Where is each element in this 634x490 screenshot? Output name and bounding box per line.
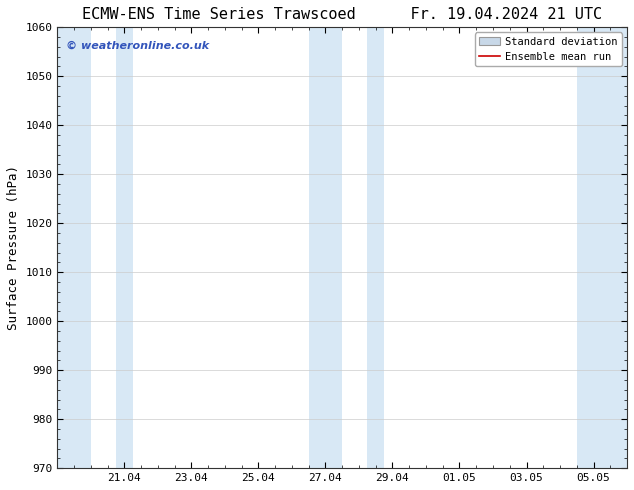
Y-axis label: Surface Pressure (hPa): Surface Pressure (hPa): [7, 165, 20, 330]
Text: © weatheronline.co.uk: © weatheronline.co.uk: [66, 41, 209, 50]
Bar: [57, 27, 91, 468]
Legend: Standard deviation, Ensemble mean run: Standard deviation, Ensemble mean run: [475, 32, 622, 66]
Bar: [367, 27, 384, 468]
Bar: [577, 27, 627, 468]
Bar: [309, 27, 342, 468]
Title: ECMW-ENS Time Series Trawscoed      Fr. 19.04.2024 21 UTC: ECMW-ENS Time Series Trawscoed Fr. 19.04…: [82, 7, 602, 22]
Bar: [116, 27, 133, 468]
